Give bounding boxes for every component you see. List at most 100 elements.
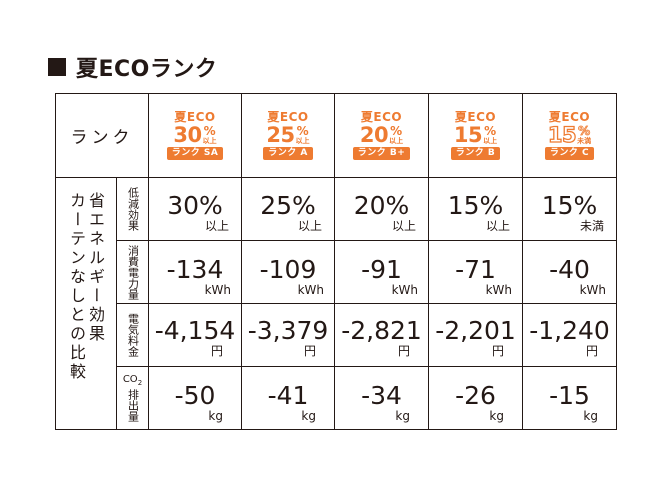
badge-percent: 25	[266, 123, 295, 147]
badge-qualifier: 以上	[202, 136, 217, 145]
badge-percent: 15	[547, 123, 577, 147]
eco-badge: 夏ECO 15% 以上 ランク B	[429, 111, 522, 160]
value: -134	[166, 255, 224, 284]
badge-percent: 20	[359, 123, 389, 147]
row-label-cell: 電気料金	[116, 303, 149, 367]
unit: kWh	[297, 283, 324, 297]
co2-label: CO2	[122, 374, 143, 387]
badge-cell: 夏ECO 25% 以上 ランク A	[241, 93, 335, 178]
badge-percent: 15	[453, 123, 483, 147]
side-label: 省エネルギー効果 カーテンなしとの比較	[67, 192, 105, 382]
unit: 円	[585, 344, 598, 358]
value: -2,201	[435, 316, 516, 345]
badge-percent-suffix: % 未満	[577, 123, 592, 145]
badge-percent-row: 20% 以上	[359, 123, 404, 147]
badge-rank-pill: ランク B+	[352, 147, 411, 160]
table-row: 電気料金 -4,154 円 -3,379 円 -2,821 円 -2,201 円 -1,…	[56, 303, 617, 367]
badge-qualifier: 以上	[389, 136, 404, 145]
badge-percent: 30	[173, 123, 202, 147]
eco-badge: 夏ECO 15% 未満 ランク C	[523, 111, 616, 160]
badge-cell: 夏ECO 15% 未満 ランク C	[522, 93, 617, 178]
value: -34	[361, 381, 402, 410]
row-label: 低減効果	[126, 187, 140, 231]
unit: kWh	[485, 283, 512, 297]
value: -3,379	[247, 316, 329, 345]
unit: 以上	[297, 219, 322, 233]
table-row: 省エネルギー効果 カーテンなしとの比較 低減効果 30% 以上 25% 以上 20%…	[55, 177, 617, 430]
table-row: CO2 排出量 -50 kg -41 kg -34 kg -26 kg -15 kg	[56, 366, 617, 430]
value: -2,821	[341, 316, 422, 345]
badge-percent-row: 15% 以上	[453, 123, 498, 147]
badge-title: 夏ECO	[174, 110, 216, 124]
value: -26	[455, 381, 496, 410]
rank-header-cell: ランク	[55, 93, 149, 178]
unit: 円	[303, 344, 316, 358]
value: -41	[267, 381, 309, 410]
unit: 以上	[204, 219, 229, 233]
badge-percent-sign: %	[203, 123, 216, 138]
value: -1,240	[529, 316, 610, 345]
value: -50	[174, 381, 216, 410]
eco-badge: 夏ECO 25% 以上 ランク A	[242, 111, 334, 160]
eco-badge: 夏ECO 30% 以上 ランク SA	[149, 111, 241, 160]
row-label-cell: 低減効果	[116, 177, 149, 241]
rank-header-label: ランク	[70, 128, 134, 148]
side-label-cell: 省エネルギー効果 カーテンなしとの比較	[55, 177, 117, 430]
value: -91	[361, 255, 402, 284]
unit: 未満	[579, 219, 604, 233]
eco-rank-table: ランク 夏ECO 30% 以上 ランク SA 夏ECO 25% 以上 ランク A 夏ECO 2…	[55, 93, 617, 430]
badge-qualifier: 未満	[577, 136, 592, 145]
badge-cell: 夏ECO 15% 以上 ランク B	[428, 93, 523, 178]
badge-percent-sign: %	[390, 123, 403, 138]
badge-percent-sign: %	[484, 123, 497, 138]
value: 20%	[353, 191, 410, 220]
badge-title: 夏ECO	[454, 110, 497, 124]
unit: kWh	[579, 283, 606, 297]
badge-title: 夏ECO	[267, 110, 309, 124]
badge-title: 夏ECO	[548, 110, 591, 124]
badge-percent-suffix: % 以上	[296, 123, 310, 145]
value: -15	[549, 381, 590, 410]
value: -40	[549, 255, 590, 284]
table-row: 消費電力量 -134 kWh -109 kWh -91 kWh -71 kWh -40 k…	[56, 240, 617, 304]
badge-rank-pill: ランク A	[263, 147, 313, 160]
value: 15%	[541, 191, 598, 220]
row-label-cell: CO2 排出量	[116, 366, 149, 430]
badge-rank-pill: ランク SA	[166, 147, 224, 160]
badge-qualifier: 以上	[483, 136, 498, 145]
unit: kg	[301, 409, 316, 423]
eco-badge: 夏ECO 20% 以上 ランク B+	[335, 111, 428, 160]
unit: kg	[208, 409, 223, 423]
unit: kg	[395, 409, 410, 423]
row-label: 消費電力量	[126, 244, 140, 300]
unit: kWh	[204, 283, 231, 297]
badge-percent-suffix: % 以上	[483, 123, 498, 145]
header-row: ランク 夏ECO 30% 以上 ランク SA 夏ECO 25% 以上 ランク A 夏ECO 2…	[55, 93, 617, 178]
unit: 円	[210, 344, 223, 358]
row-label: 電気料金	[126, 313, 140, 357]
value: 25%	[260, 191, 316, 220]
row-label: 排出量	[126, 389, 140, 422]
value: 15%	[447, 191, 504, 220]
page-title-block: 夏ECOランク	[48, 52, 217, 82]
unit: kWh	[391, 283, 418, 297]
unit: 円	[491, 344, 504, 358]
square-bullet-icon	[48, 58, 66, 76]
page-title: 夏ECOランク	[76, 57, 218, 82]
badge-percent-row: 30% 以上	[173, 123, 217, 147]
unit: 円	[397, 344, 410, 358]
unit: kg	[489, 409, 504, 423]
badge-percent-suffix: % 以上	[202, 123, 217, 145]
badge-percent-sign: %	[578, 123, 591, 138]
badge-percent-row: 15% 未満	[547, 123, 592, 147]
unit: 以上	[485, 219, 510, 233]
badge-percent-row: 25% 以上	[266, 123, 310, 147]
value: -109	[259, 255, 317, 284]
badge-rank-pill: ランク B	[450, 147, 501, 160]
unit: kg	[583, 409, 598, 423]
badge-percent-sign: %	[296, 123, 309, 138]
value: -71	[455, 255, 496, 284]
badge-percent-suffix: % 以上	[389, 123, 404, 145]
badge-cell: 夏ECO 20% 以上 ランク B+	[334, 93, 429, 178]
value: 30%	[167, 191, 223, 220]
